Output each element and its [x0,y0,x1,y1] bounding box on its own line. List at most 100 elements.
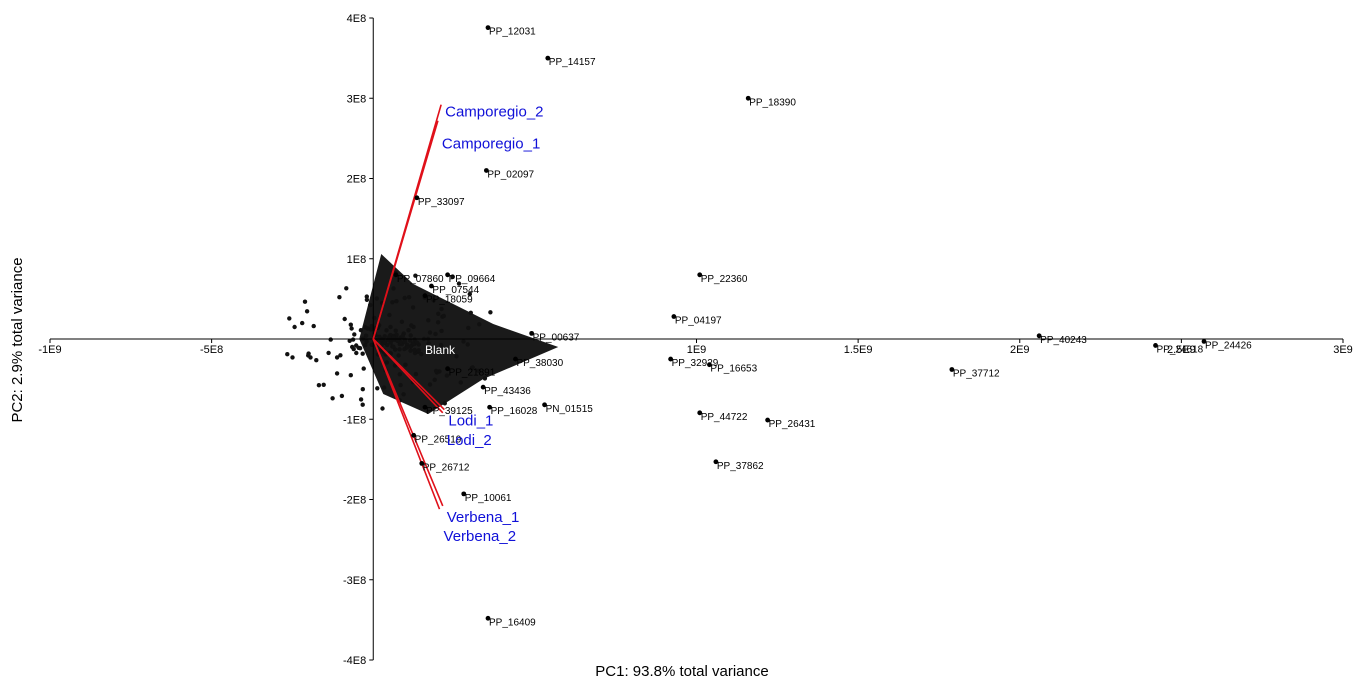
loading-vectors [372,104,445,510]
cluster-point [304,309,310,314]
cluster-point [381,385,387,390]
data-point [949,367,955,372]
cluster-point [444,373,450,378]
cluster-point [431,298,436,303]
point-label: PP_16409 [489,617,536,628]
y-tick-label: 3E8 [347,93,367,105]
data-point [419,460,425,466]
point-label: PP_02097 [487,169,534,180]
cluster-point [361,366,366,371]
cluster-point [321,382,326,387]
data-point [422,404,428,410]
data-point [445,272,450,278]
cluster-point [419,352,424,357]
cluster-point [384,360,389,365]
variable-label: Verbena_2 [444,528,517,545]
cluster-point [438,342,444,348]
data-point [545,55,551,61]
cluster-point [285,352,290,357]
cluster-point [394,299,399,304]
y-tick-label: -4E8 [343,655,366,667]
cluster-point [406,295,412,300]
y-tick-label: 2E8 [347,174,367,186]
cluster-point [308,355,313,360]
cluster-point [439,328,444,334]
cluster-point [432,377,437,382]
cluster-point [316,383,322,388]
cluster-point [435,320,441,325]
cluster-point [337,295,342,300]
cluster-point [400,333,405,339]
variable-label: Camporegio_2 [445,104,543,121]
cluster-point [328,337,333,342]
data-point [1201,339,1207,344]
cluster-point [409,323,414,328]
cluster-point [461,339,466,344]
cluster-point [456,281,462,286]
data-point [707,362,712,368]
cluster-point [402,339,408,345]
cluster-point [433,368,439,374]
cluster-point [413,273,418,278]
cluster-point [391,344,396,349]
cluster-point [354,343,359,348]
x-tick-label: 1.5E9 [844,344,873,356]
cluster-point [427,330,433,335]
point-label: PP_22360 [701,274,748,285]
cluster-point [382,334,387,339]
cluster-point [348,322,353,327]
cluster-point [410,305,416,310]
point-label: PP_39125 [426,406,473,417]
cluster-point [454,354,459,359]
y-tick-label: -3E8 [343,575,366,587]
cluster-point [397,372,402,377]
data-point [542,402,547,408]
cluster-point [384,328,389,333]
cluster-point [385,342,390,348]
cluster-point [290,355,295,360]
data-point [480,384,486,390]
cluster-point [357,346,363,351]
cluster-point [360,402,365,407]
cluster-point [360,387,365,392]
cluster-point [358,397,364,402]
cluster-point [302,299,308,304]
data-point [713,459,719,465]
point-label: PP_04197 [675,316,722,327]
point-label: PP_16653 [710,364,757,375]
data-points: PP_12031 PP_14157 PP_18390 PP_02097 PP_33097… [393,25,1252,628]
data-point [745,95,751,101]
cluster-point [358,328,364,333]
data-point [1036,333,1042,339]
cluster-point [342,316,347,322]
cluster-point [380,406,385,411]
cluster-point [377,334,382,339]
cluster-point [382,340,387,345]
point-label: PP_07860 [397,274,444,285]
cluster-point [470,365,475,370]
cluster-point [412,347,417,353]
cluster-point [338,353,343,358]
cluster-point [406,328,411,333]
point-label: PP_37862 [717,461,764,472]
cluster-point [390,300,395,305]
x-tick-label: -1E9 [38,344,61,356]
point-label: PP_10061 [465,493,512,504]
cluster-point [408,348,413,353]
axes: -1E9 -5E8 1E9 1.5E9 2E9 2.5E9 3E9 4E8 3E8 2E8 1E8 -… [38,13,1352,667]
cluster-point [395,338,400,343]
point-label: PP_09664 [449,274,496,285]
cluster-point [488,310,493,315]
data-point [483,168,489,173]
cluster-point [402,295,407,301]
variable-label: Lodi_2 [447,432,492,449]
cluster-point [436,311,441,316]
cluster-point [433,331,438,337]
cluster-point [468,310,473,315]
variable-label: Camporegio_1 [442,136,540,153]
variable-label: Lodi_1 [448,413,493,430]
cluster-point [364,297,370,302]
cluster-point [326,350,331,356]
point-label: PP_38030 [516,358,563,369]
cluster-point [465,342,470,347]
